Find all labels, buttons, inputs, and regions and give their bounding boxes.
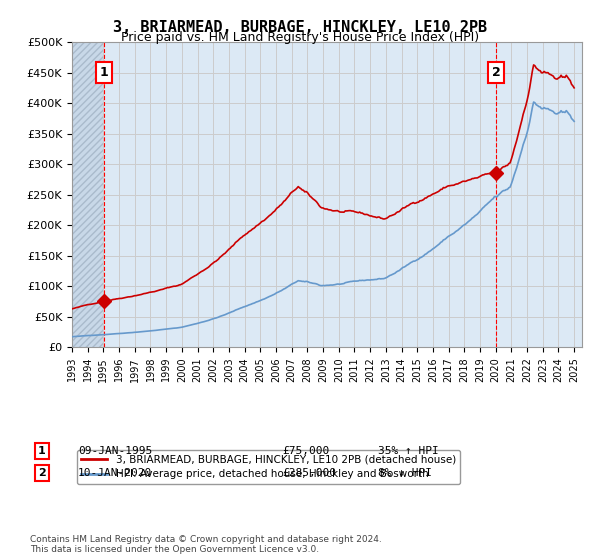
Text: 3, BRIARMEAD, BURBAGE, HINCKLEY, LE10 2PB: 3, BRIARMEAD, BURBAGE, HINCKLEY, LE10 2P… (113, 20, 487, 35)
Text: 09-JAN-1995: 09-JAN-1995 (78, 446, 152, 456)
Text: 2: 2 (492, 66, 500, 79)
Text: 1: 1 (100, 66, 108, 79)
Text: 1: 1 (38, 446, 46, 456)
Text: Contains HM Land Registry data © Crown copyright and database right 2024.
This d: Contains HM Land Registry data © Crown c… (30, 535, 382, 554)
Text: £285,000: £285,000 (282, 468, 336, 478)
Text: 8% ↓ HPI: 8% ↓ HPI (378, 468, 432, 478)
Text: 35% ↑ HPI: 35% ↑ HPI (378, 446, 439, 456)
Text: Price paid vs. HM Land Registry's House Price Index (HPI): Price paid vs. HM Land Registry's House … (121, 31, 479, 44)
Legend: 3, BRIARMEAD, BURBAGE, HINCKLEY, LE10 2PB (detached house), HPI: Average price, : 3, BRIARMEAD, BURBAGE, HINCKLEY, LE10 2P… (77, 450, 460, 484)
Text: £75,000: £75,000 (282, 446, 329, 456)
Text: 2: 2 (38, 468, 46, 478)
Bar (72, 42, 103, 347)
Text: 10-JAN-2020: 10-JAN-2020 (78, 468, 152, 478)
